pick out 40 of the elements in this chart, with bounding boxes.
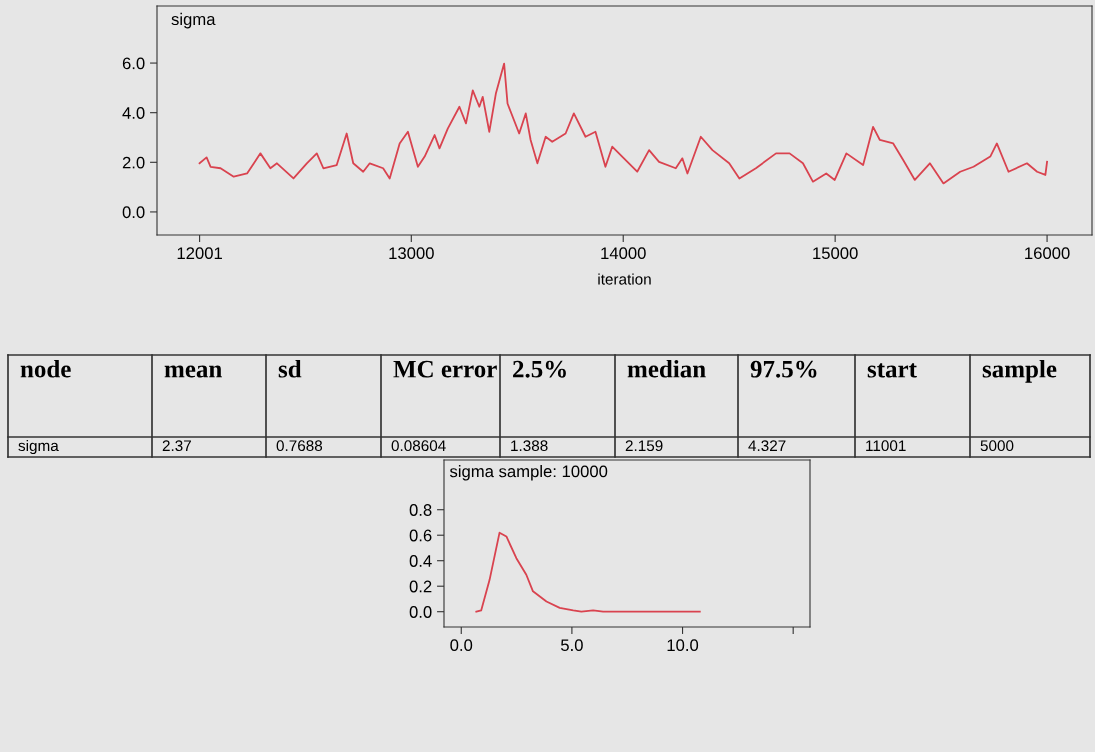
text: 2.159 (625, 440, 663, 452)
category-label: sd (278, 360, 302, 378)
text: 0.08604 (391, 440, 446, 452)
x-tick-label: 16000 (1025, 247, 1070, 260)
text: 0.7688 (276, 440, 323, 452)
x-tick-label: 13000 (389, 247, 434, 260)
text: 11001 (866, 440, 906, 452)
category-label: 97.5% (750, 360, 817, 378)
category-label: mean (164, 365, 222, 378)
text: sigma (18, 439, 59, 455)
x-tick-label: 5.0 (560, 639, 583, 652)
x-axis-title: iteration (598, 273, 651, 285)
y-tick-label: 0.2 (409, 580, 432, 593)
line-series (198, 62, 1048, 185)
y-tick-label: 2.0 (122, 156, 145, 169)
y-tick-label: 4.0 (122, 107, 145, 119)
text: 5000 (980, 440, 1014, 452)
y-tick-label: 0.4 (409, 555, 432, 567)
y-tick-label: 6.0 (122, 57, 145, 70)
category-label: 2.5% (513, 360, 566, 378)
y-tick-label: 0.6 (409, 529, 432, 542)
category-label: MC error (393, 360, 497, 378)
x-tick-label: 10.0 (667, 639, 699, 652)
x-tick-label: 15000 (813, 247, 858, 260)
chart-title: sigma sample: 10000 (449, 465, 608, 481)
category-label: start (867, 363, 917, 378)
category-label: node (20, 360, 71, 378)
x-tick-label: 12001 (177, 247, 222, 260)
x-tick-label: 0.0 (450, 639, 473, 652)
y-tick-label: 0.0 (122, 206, 145, 219)
line-series (475, 531, 701, 613)
category-label: sample (982, 360, 1057, 383)
y-tick-label: 0.0 (409, 606, 432, 618)
text: 4.327 (748, 440, 786, 452)
category-label: median (627, 360, 706, 378)
chart-title: sigma (171, 12, 216, 29)
text: 1.388 (511, 440, 548, 452)
x-tick-label: 14000 (601, 247, 646, 260)
text: 2.37 (162, 440, 191, 452)
y-tick-label: 0.8 (409, 504, 432, 516)
